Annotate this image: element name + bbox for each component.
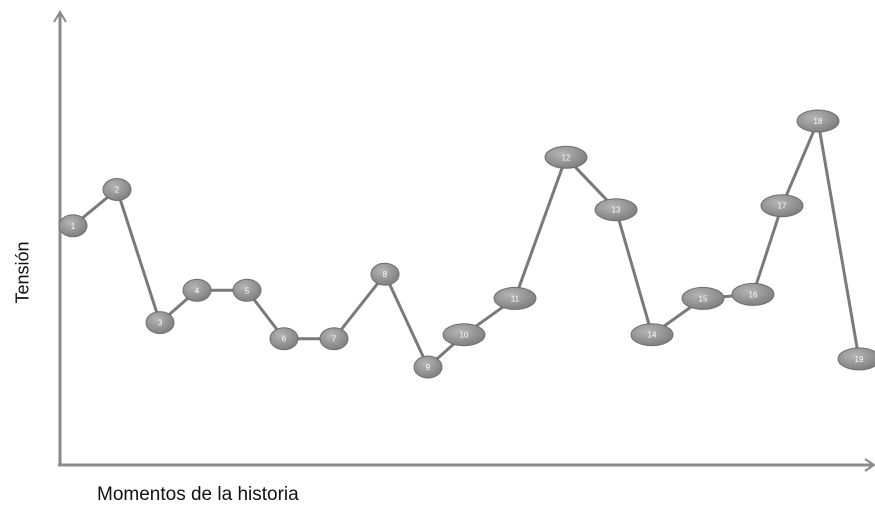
point-label-9: 9 [426,363,431,372]
point-marker-6: 6 [269,327,299,351]
point-18 [796,109,840,133]
point-label-19: 19 [855,355,864,364]
point-14 [630,323,674,347]
point-label-17: 17 [778,202,787,211]
point-marker-5: 5 [232,278,262,302]
point-label-5: 5 [245,286,250,295]
point-19 [837,347,875,371]
point-10 [442,323,486,347]
point-marker-10: 10 [442,323,486,347]
point-marker-14: 14 [630,323,674,347]
point-marker-18: 18 [796,109,840,133]
point-6 [269,327,299,351]
point-label-4: 4 [195,286,200,295]
point-3 [145,311,175,335]
point-label-18: 18 [814,117,823,126]
point-marker-7: 7 [319,327,349,351]
point-label-7: 7 [332,335,337,344]
point-label-16: 16 [749,290,758,299]
point-marker-16: 16 [731,282,775,306]
point-17 [760,194,804,218]
y-axis-label: Tensión [12,241,33,304]
x-axis-label: Momentos de la historia [97,484,299,505]
point-marker-9: 9 [413,355,443,379]
point-15 [681,286,725,310]
y-axis-arrow [53,10,67,23]
point-marker-4: 4 [182,278,212,302]
x-axis-arrow [864,458,875,472]
point-label-3: 3 [158,319,163,328]
point-marker-1: 1 [58,214,88,238]
point-label-14: 14 [648,331,657,340]
point-marker-13: 13 [594,198,638,222]
point-4 [182,278,212,302]
point-marker-15: 15 [681,286,725,310]
point-marker-11: 11 [493,286,537,310]
point-label-1: 1 [71,222,76,231]
point-9 [413,355,443,379]
point-label-2: 2 [115,186,120,195]
point-marker-3: 3 [145,311,175,335]
point-5 [232,278,262,302]
point-marker-17: 17 [760,194,804,218]
point-11 [493,286,537,310]
point-2 [102,178,132,201]
point-marker-2: 2 [102,178,132,201]
point-label-10: 10 [460,331,469,340]
point-label-6: 6 [282,335,287,344]
axes [53,10,875,472]
point-1 [58,214,88,238]
point-label-13: 13 [612,206,621,215]
point-7 [319,327,349,351]
point-marker-8: 8 [370,262,400,286]
point-label-12: 12 [562,153,571,162]
point-label-8: 8 [383,270,388,279]
point-marker-19: 19 [837,347,875,371]
point-12 [544,145,588,169]
point-label-15: 15 [699,294,708,303]
point-16 [731,282,775,306]
point-label-11: 11 [511,294,520,303]
point-13 [594,198,638,222]
point-marker-12: 12 [544,145,588,169]
point-8 [370,262,400,286]
